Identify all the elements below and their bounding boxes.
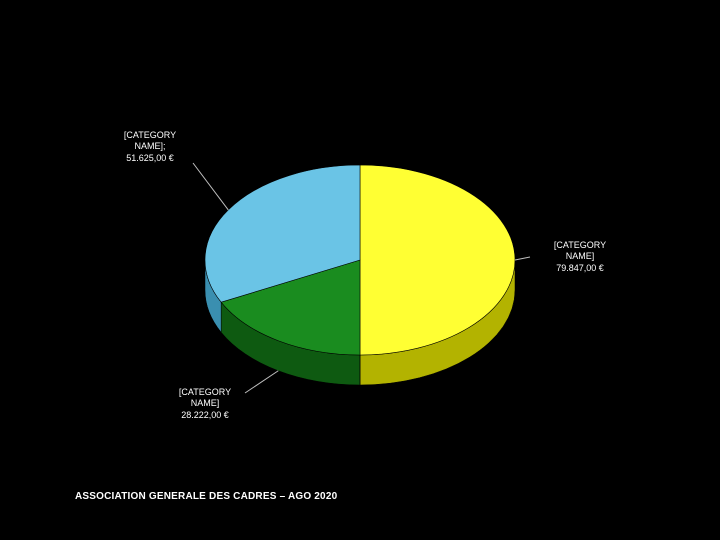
footer-text: ASSOCIATION GENERALE DES CADRES – AGO 20… [75, 491, 337, 502]
chart-plot-area: Cotisations 2019 – CGFP - AGC [CATEGORY … [75, 35, 645, 465]
leader-lines [75, 35, 645, 465]
